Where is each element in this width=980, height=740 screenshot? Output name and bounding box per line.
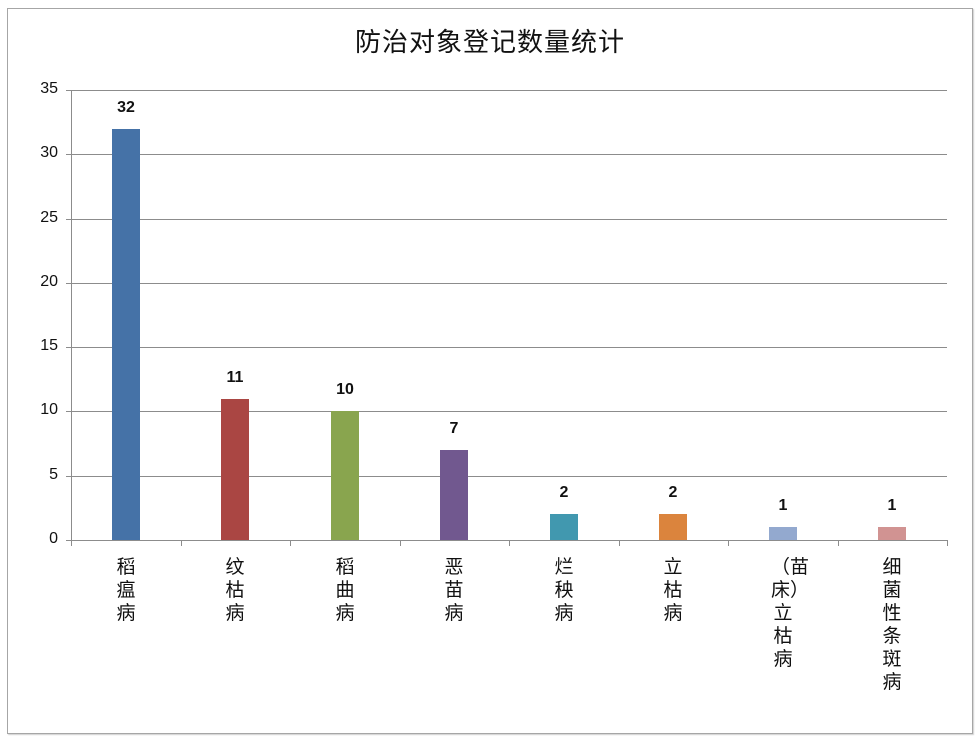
x-category-label: 烂秧病 bbox=[554, 556, 574, 624]
bar bbox=[550, 514, 578, 540]
y-tick bbox=[66, 476, 71, 477]
data-label: 7 bbox=[449, 420, 459, 437]
gridline bbox=[71, 283, 947, 284]
x-category-label: 恶苗病 bbox=[444, 556, 464, 624]
y-tick bbox=[66, 411, 71, 412]
y-tick-label: 15 bbox=[40, 337, 58, 354]
bar bbox=[659, 514, 687, 540]
x-tick bbox=[400, 540, 401, 546]
y-tick-label: 20 bbox=[40, 273, 58, 290]
x-tick bbox=[71, 540, 72, 546]
chart-frame bbox=[7, 8, 973, 734]
bar bbox=[112, 129, 140, 540]
y-tick bbox=[66, 347, 71, 348]
x-tick bbox=[838, 540, 839, 546]
x-category-label: 细菌性条斑病 bbox=[882, 556, 902, 693]
y-tick bbox=[66, 540, 71, 541]
data-label: 1 bbox=[887, 497, 897, 514]
bar bbox=[769, 527, 797, 540]
x-tick bbox=[290, 540, 291, 546]
y-tick bbox=[66, 219, 71, 220]
data-label: 2 bbox=[668, 484, 678, 501]
x-category-label: 立枯病 bbox=[663, 556, 683, 624]
gridline bbox=[71, 90, 947, 91]
gridline bbox=[71, 476, 947, 477]
y-tick bbox=[66, 154, 71, 155]
y-tick-label: 30 bbox=[40, 144, 58, 161]
x-tick bbox=[509, 540, 510, 546]
y-tick-label: 25 bbox=[40, 209, 58, 226]
chart-title: 防治对象登记数量统计 bbox=[354, 28, 625, 58]
x-category-label: （苗床）立枯病 bbox=[771, 556, 810, 670]
data-label: 10 bbox=[336, 381, 354, 398]
y-axis bbox=[71, 90, 72, 546]
gridline bbox=[71, 411, 947, 412]
data-label: 11 bbox=[226, 369, 244, 386]
x-tick bbox=[728, 540, 729, 546]
gridline bbox=[71, 347, 947, 348]
gridline bbox=[71, 219, 947, 220]
data-label: 1 bbox=[778, 497, 788, 514]
y-tick-label: 35 bbox=[40, 80, 58, 97]
x-category-label: 稻曲病 bbox=[335, 556, 355, 624]
gridline bbox=[71, 154, 947, 155]
y-tick-label: 5 bbox=[49, 466, 58, 483]
data-label: 32 bbox=[117, 99, 135, 116]
data-label: 2 bbox=[559, 484, 569, 501]
x-tick bbox=[619, 540, 620, 546]
y-tick bbox=[66, 283, 71, 284]
y-tick bbox=[66, 90, 71, 91]
bar bbox=[440, 450, 468, 540]
x-category-label: 纹枯病 bbox=[225, 556, 245, 624]
bar bbox=[331, 411, 359, 540]
x-tick bbox=[181, 540, 182, 546]
y-tick-label: 0 bbox=[49, 530, 58, 547]
bar bbox=[221, 399, 249, 540]
x-category-label: 稻瘟病 bbox=[116, 556, 136, 624]
x-tick bbox=[947, 540, 948, 546]
bar bbox=[878, 527, 906, 540]
y-tick-label: 10 bbox=[40, 401, 58, 418]
